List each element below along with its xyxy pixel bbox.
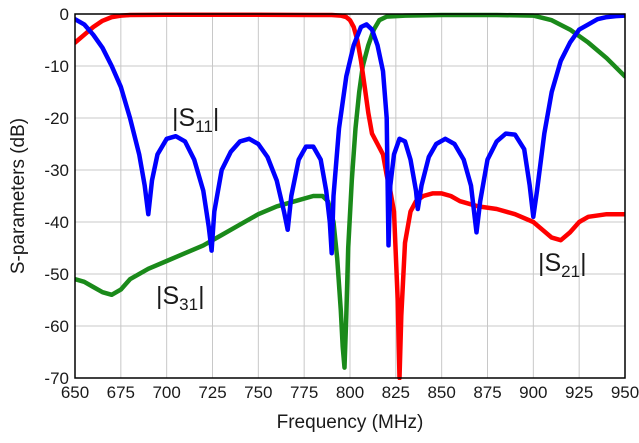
curve-label-subscript: 21 — [561, 262, 580, 281]
x-tick-label: 800 — [336, 383, 364, 402]
y-tick-label: -50 — [44, 265, 69, 284]
curve-label-subscript: 11 — [195, 117, 213, 136]
plot-frame — [74, 13, 626, 379]
y-tick-label: -30 — [44, 161, 69, 180]
x-tick-label: 875 — [473, 383, 501, 402]
curve-label-main: |S — [156, 282, 179, 310]
series-line-11 — [75, 13, 625, 256]
x-tick-label: 850 — [427, 383, 455, 402]
y-tick-label: -70 — [44, 369, 69, 388]
x-tick-label: 725 — [198, 383, 226, 402]
x-tick-label: 825 — [382, 383, 410, 402]
curve-label-s11: |S11| — [172, 104, 219, 136]
series-line-21 — [75, 12, 625, 380]
series-line-31 — [75, 12, 625, 370]
curve-label-s21: |S21| — [538, 249, 587, 281]
curve-label-end: | — [213, 104, 220, 132]
curve-labels: |S11||S21||S31| — [156, 104, 587, 314]
x-axis-label: Frequency (MHz) — [277, 412, 424, 433]
x-tick-label: 900 — [519, 383, 547, 402]
y-tick-label: -40 — [44, 213, 69, 232]
y-axis-label: S-parameters (dB) — [8, 118, 29, 274]
y-tick-label: -60 — [44, 317, 69, 336]
x-tick-label: 700 — [152, 383, 180, 402]
curves — [75, 12, 625, 380]
x-tick-label: 950 — [611, 383, 639, 402]
curve-label-end: | — [580, 249, 587, 277]
curve-label-end: | — [198, 282, 205, 310]
curve-label-s31: |S31| — [156, 282, 205, 314]
y-tick-label: -20 — [44, 109, 69, 128]
x-tick-label: 675 — [107, 383, 135, 402]
tick-labels: 650 675 700 725 750 775 800 825 850 875 900 925 950 0… — [44, 5, 639, 402]
y-tick-label: 0 — [60, 5, 69, 24]
curve-label-main: |S — [538, 249, 561, 277]
x-tick-label: 750 — [244, 383, 272, 402]
x-tick-label: 650 — [61, 383, 89, 402]
y-tick-label: -10 — [44, 57, 69, 76]
curve-label-subscript: 31 — [179, 295, 198, 314]
x-tick-label: 925 — [565, 383, 593, 402]
curve-label-main: |S — [172, 104, 195, 132]
x-tick-label: 775 — [290, 383, 318, 402]
